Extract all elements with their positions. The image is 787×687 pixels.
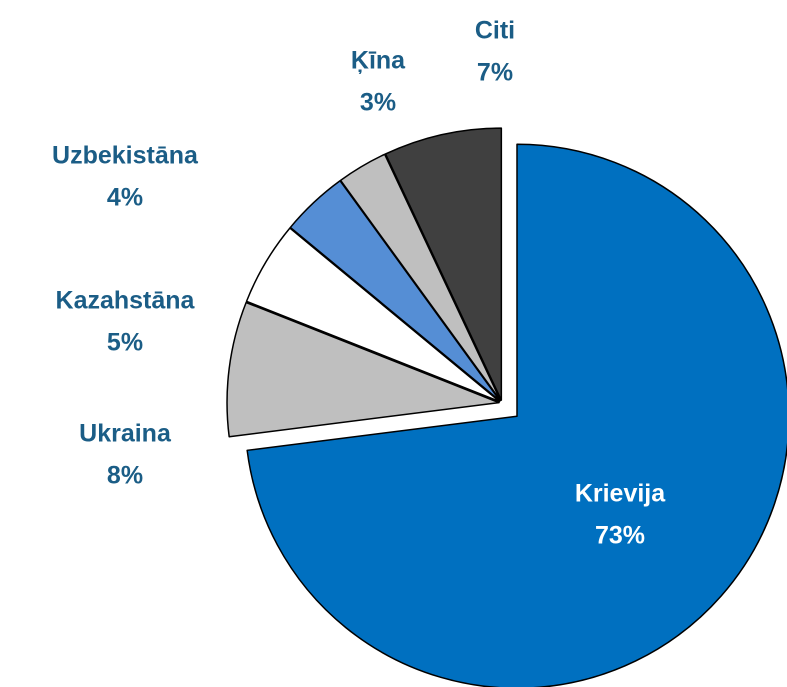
slice-label: Citi [475, 17, 515, 45]
pie-slice [245, 227, 501, 403]
slice-label: Kazahstāna [56, 287, 196, 315]
slice-value-label: 73% [595, 522, 645, 550]
pie-slice [246, 143, 787, 687]
pie-slice [226, 301, 500, 438]
slice-value-label: 4% [107, 184, 143, 212]
slice-label: Uzbekistāna [52, 142, 199, 170]
pie-slice [384, 127, 503, 401]
slice-value-label: 5% [107, 329, 143, 357]
slice-label: Krievija [575, 480, 666, 508]
slice-label: Ukraina [79, 420, 172, 448]
slice-value-label: 8% [107, 462, 143, 490]
pie-slice [339, 153, 502, 402]
slice-value-label: 3% [360, 89, 396, 117]
slice-value-label: 7% [477, 59, 513, 87]
slice-label: Ķīna [351, 47, 406, 75]
